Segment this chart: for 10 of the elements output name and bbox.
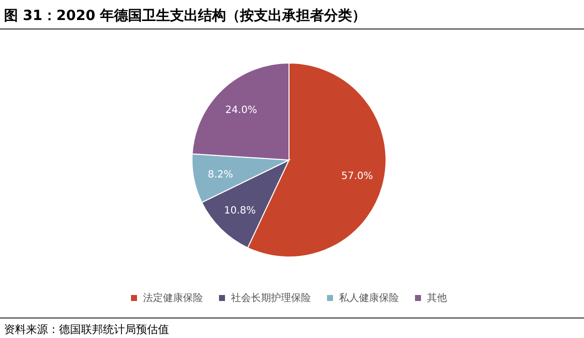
data-label: 24.0% <box>225 105 258 116</box>
legend-label: 私人健康保险 <box>339 292 399 304</box>
title: 图 31：2020 年德国卫生支出结构（按支出承担者分类） <box>4 8 366 24</box>
legend-label: 其他 <box>427 292 447 304</box>
legend-label: 法定健康保险 <box>143 292 203 304</box>
legend-label: 社会长期护理保险 <box>231 292 311 304</box>
data-label: 10.8% <box>224 206 256 217</box>
data-label: 57.0% <box>341 171 374 182</box>
text: 资料来源：德国联邦统计局预估值 <box>4 323 169 336</box>
data-label: 8.2% <box>208 170 234 181</box>
